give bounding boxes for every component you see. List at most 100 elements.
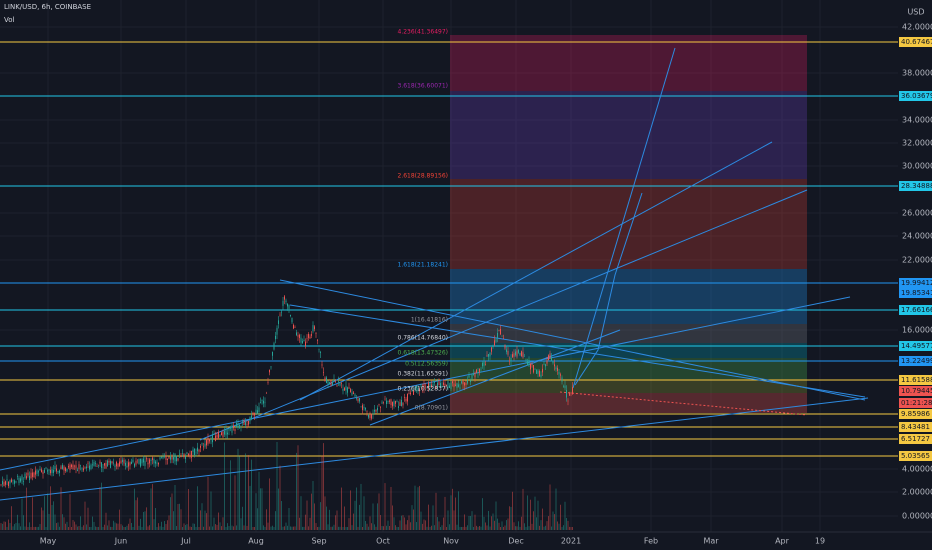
time-tick-label: Feb [644,537,658,546]
volume-bar [497,518,498,530]
volume-bar [540,520,542,530]
volume-bar [524,523,525,530]
candle-body [170,455,171,460]
level-label: 10.79445 [901,387,932,395]
volume-bar [287,525,288,530]
volume-bar [462,526,464,530]
price-unit: USD [907,8,924,17]
volume-bar [128,523,129,530]
candle-body [273,343,275,350]
candle-body [167,458,168,460]
volume-bar [282,526,284,530]
volume-bar [512,491,513,530]
candle-body [489,352,491,357]
candle-body [29,475,30,481]
volume-bar [120,524,122,530]
volume-bar [444,496,446,530]
candle-body [431,384,432,388]
volume-bar [528,526,530,530]
candle-body [24,473,26,478]
candle-body [242,421,243,423]
candle-body [140,458,141,467]
candle-body [308,334,309,338]
volume-bar [33,526,35,530]
volume-bar [542,508,543,530]
candle-body [321,364,323,366]
volume-bar [260,488,261,530]
volume-bar [362,527,363,530]
time-tick-label: 2021 [561,537,581,546]
volume-bar [392,505,393,530]
candle-body [143,458,144,463]
candle-body [60,466,62,470]
time-tick-label: Aug [248,537,264,546]
volume-bar [522,488,524,530]
volume-bar [546,521,548,530]
fib-label: 2.618(28.89156) [398,173,449,180]
level-label-box [899,288,932,298]
volume-bar [111,526,113,530]
candle-body [353,392,354,394]
candle-body [63,466,65,471]
candle-body [363,407,365,409]
candle-body [249,416,251,422]
candle-body [444,383,446,388]
candle-body [300,337,302,343]
candle-body [324,377,326,382]
time-tick-label: Jun [114,537,128,546]
volume-bar [228,525,230,530]
fib-label: 0(8.70901) [415,405,448,412]
volume-bar [215,524,216,530]
time-tick-label: Nov [443,537,459,546]
candle-body [426,387,428,389]
volume-bar [471,511,473,530]
volume-bar [341,487,342,530]
candle-body [533,365,534,373]
volume-bar [552,511,554,530]
candle-body [44,469,45,473]
candle-body [474,372,476,378]
candle-body [165,455,167,461]
volume-bar [105,512,107,530]
volume-bar [129,518,131,530]
volume-bar [266,509,267,530]
candle-body [345,385,347,391]
candle-body [162,456,164,459]
candle-body [531,364,533,365]
candle-body [3,482,5,487]
volume-bar [477,526,479,530]
volume-bar [173,511,174,530]
candle-body [99,461,101,464]
volume-bar [443,517,444,530]
volume-bar [210,491,212,530]
candle-body [413,390,414,395]
volume-bar [530,499,531,530]
volume-bar [506,520,507,530]
candle-body [378,404,380,405]
candle-body [54,466,56,470]
candle-body [507,350,509,355]
candle-body [375,409,377,412]
volume-bar [548,516,549,530]
candle-body [152,457,153,461]
volume-bar [467,525,468,530]
candle-body [449,385,450,388]
fib-zone [450,35,807,413]
volume-bar [408,515,410,530]
candle-body [95,463,96,464]
volume-bar [417,487,419,530]
volume-bar [59,526,60,530]
volume-bar [290,526,291,530]
volume-bar [419,485,420,530]
candle-body [411,389,413,391]
volume-bar [51,505,53,530]
candle-body [179,453,180,455]
volume-bar [239,456,240,530]
volume-bar [350,490,351,530]
candle-body [570,392,572,394]
volume-bar [192,523,194,530]
volume-bar [60,487,62,530]
candle-body [344,387,345,391]
candle-body [548,355,549,361]
